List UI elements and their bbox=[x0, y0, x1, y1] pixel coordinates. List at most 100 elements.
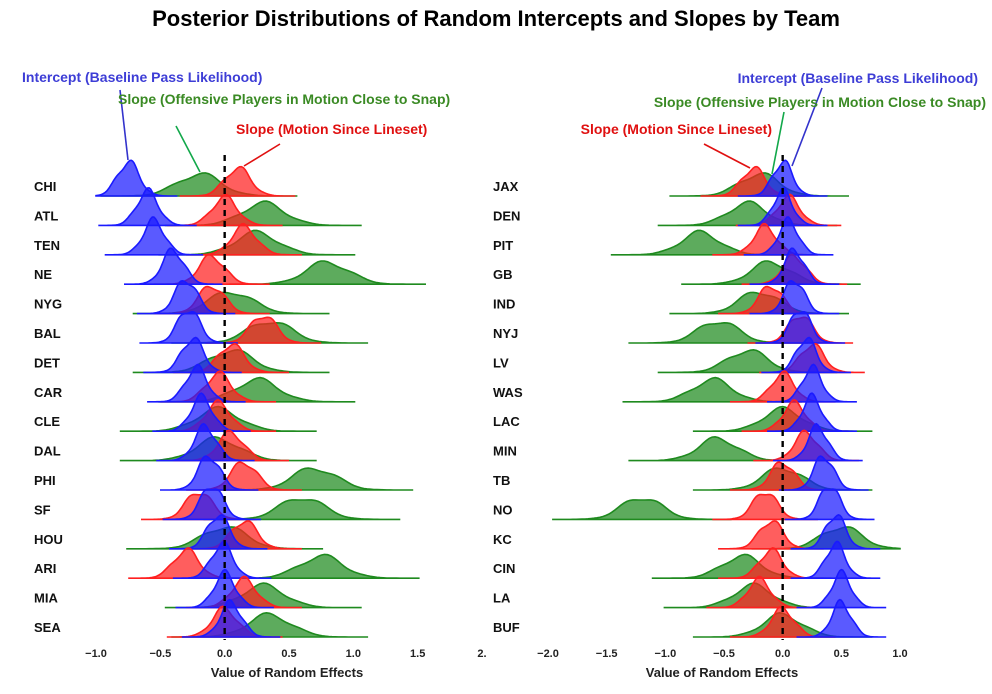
density-intercept bbox=[143, 336, 242, 374]
team-label: LA bbox=[493, 591, 511, 606]
density-intercept bbox=[136, 279, 236, 315]
annotation-pointer-slope_lineset bbox=[703, 143, 751, 169]
ridge-row bbox=[119, 422, 317, 462]
density-slope_lineset bbox=[179, 165, 296, 197]
ridge-row bbox=[651, 540, 881, 579]
x-axis-label: Value of Random Effects bbox=[211, 665, 363, 680]
density-intercept bbox=[796, 598, 887, 638]
annotation-pointer-intercept bbox=[791, 87, 823, 167]
team-label: DET bbox=[34, 355, 60, 370]
ridge-row bbox=[622, 363, 857, 403]
ridge-row bbox=[628, 422, 863, 462]
team-label: CAR bbox=[34, 385, 63, 400]
density-intercept bbox=[761, 336, 851, 374]
ridge-row bbox=[104, 216, 356, 256]
density-intercept bbox=[743, 216, 834, 256]
density-intercept bbox=[737, 186, 828, 227]
density-intercept bbox=[749, 279, 840, 315]
team-label: NO bbox=[493, 502, 513, 517]
annotation-pointer-slope_close bbox=[771, 111, 785, 175]
x-tick-label: −0.5 bbox=[713, 648, 735, 660]
team-label: TEN bbox=[34, 238, 60, 253]
density-intercept bbox=[160, 455, 259, 491]
density-intercept bbox=[147, 363, 246, 403]
ridge-row bbox=[610, 216, 834, 256]
x-tick-label: −1.0 bbox=[85, 648, 107, 660]
x-axis-label: Value of Random Effects bbox=[646, 665, 798, 680]
density-intercept bbox=[181, 598, 281, 638]
ridge-row bbox=[681, 247, 861, 285]
density-slope_lineset bbox=[706, 575, 812, 609]
x-tick-label: −1.0 bbox=[654, 648, 676, 660]
team-label: BAL bbox=[34, 326, 61, 341]
team-label: IND bbox=[493, 297, 515, 312]
density-intercept bbox=[152, 392, 251, 432]
team-label: PHI bbox=[34, 473, 56, 488]
ridge-row bbox=[663, 568, 887, 609]
x-tick-label: 0.0 bbox=[217, 648, 232, 660]
x-tick-label: −1.5 bbox=[596, 648, 618, 660]
density-intercept bbox=[790, 514, 881, 550]
ridge-row bbox=[119, 392, 317, 432]
team-label: WAS bbox=[493, 385, 523, 400]
annotation-pointer-intercept bbox=[119, 89, 129, 161]
team-label: NYJ bbox=[493, 326, 518, 341]
density-slope_close bbox=[552, 499, 732, 521]
density-slope_lineset bbox=[186, 222, 302, 256]
team-label: ATL bbox=[34, 208, 58, 223]
team-label: CHI bbox=[34, 179, 56, 194]
team-label: SF bbox=[34, 502, 51, 517]
annotation-intercept: Intercept (Baseline Pass Likelihood) bbox=[22, 69, 262, 85]
x-tick-label: −0.5 bbox=[149, 648, 171, 660]
density-intercept bbox=[773, 422, 863, 462]
x-tick-label: 1.5 bbox=[410, 648, 425, 660]
annotation-slope_lineset: Slope (Motion Since Lineset) bbox=[581, 121, 772, 137]
team-label: SEA bbox=[34, 620, 61, 635]
annotation-pointer-slope_lineset bbox=[243, 143, 281, 167]
team-label: CIN bbox=[493, 561, 515, 576]
ridge-row bbox=[147, 363, 356, 403]
density-intercept bbox=[162, 488, 261, 521]
x-tick-label: 0.5 bbox=[834, 648, 849, 660]
density-intercept bbox=[139, 310, 238, 344]
ridge-row bbox=[628, 310, 854, 344]
team-label: NE bbox=[34, 267, 52, 282]
x-tick-label: 1.0 bbox=[892, 648, 907, 660]
density-intercept bbox=[172, 540, 272, 579]
density-intercept bbox=[104, 216, 204, 256]
annotation-slope_lineset: Slope (Motion Since Lineset) bbox=[236, 121, 427, 137]
ridge-row bbox=[95, 159, 298, 197]
density-slope_lineset bbox=[712, 493, 818, 521]
density-intercept bbox=[790, 540, 881, 579]
annotation-slope_close: Slope (Offensive Players in Motion Close… bbox=[654, 94, 986, 110]
team-label: NYG bbox=[34, 297, 62, 312]
density-intercept bbox=[749, 247, 840, 285]
team-label: PIT bbox=[493, 238, 513, 253]
ridge-row bbox=[669, 159, 849, 197]
density-intercept bbox=[95, 159, 178, 197]
team-label: BUF bbox=[493, 620, 520, 635]
team-label: KC bbox=[493, 532, 512, 547]
density-intercept bbox=[124, 247, 223, 285]
chart-title: Posterior Distributions of Random Interc… bbox=[152, 6, 840, 31]
density-intercept bbox=[778, 455, 869, 491]
density-intercept bbox=[796, 568, 887, 609]
ridge-row bbox=[669, 279, 849, 315]
density-intercept bbox=[98, 186, 197, 227]
ridge-row bbox=[552, 488, 875, 521]
team-label: LAC bbox=[493, 414, 520, 429]
density-intercept bbox=[784, 488, 875, 521]
team-label: DAL bbox=[34, 444, 61, 459]
density-slope_close bbox=[651, 553, 832, 579]
ridge-row bbox=[141, 488, 401, 521]
team-label: MIN bbox=[493, 444, 517, 459]
team-label: GB bbox=[493, 267, 513, 282]
ridge-row bbox=[98, 186, 362, 227]
annotation-intercept: Intercept (Baseline Pass Likelihood) bbox=[738, 70, 978, 86]
team-label: ARI bbox=[34, 561, 56, 576]
x-tick-label: 2. bbox=[477, 648, 486, 660]
ridge-row bbox=[124, 247, 426, 285]
team-label: MIA bbox=[34, 591, 58, 606]
